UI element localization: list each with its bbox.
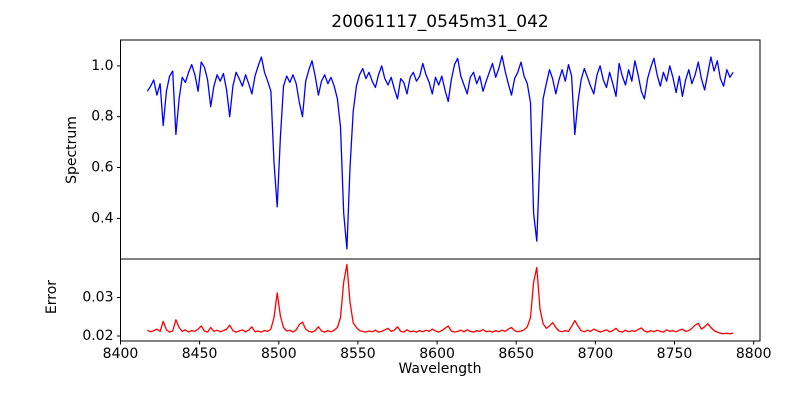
x-tick-label: 8750 (657, 346, 693, 362)
y-tick-label: 0.4 (91, 210, 113, 226)
error-panel-border (120, 258, 761, 342)
x-axis-label: Wavelength (398, 361, 481, 377)
x-tick-label: 8700 (578, 346, 614, 362)
spectrum-y-axis-label: Spectrum (64, 116, 80, 184)
x-tick-label: 8400 (103, 346, 139, 362)
x-tick-label: 8650 (498, 346, 534, 362)
y-tick-label: 1.0 (91, 58, 113, 74)
error-y-axis-label: Error (44, 280, 60, 314)
y-tick-label: 0.03 (82, 290, 113, 306)
axis-ticks: 1.0 0.8 0.6 0.4 0.03 0.02 8400 8450 8500 8550 8600… (82, 58, 771, 362)
x-tick-label: 8450 (182, 346, 218, 362)
plot-title: 20061117_0545m31_042 (331, 12, 548, 32)
x-tick-label: 8500 (261, 346, 297, 362)
y-tick-label: 0.8 (91, 109, 113, 125)
x-tick-label: 8550 (340, 346, 376, 362)
error-line (147, 263, 734, 335)
spectrum-line (146, 55, 734, 250)
x-tick-label: 8600 (419, 346, 455, 362)
y-tick-label: 0.6 (91, 160, 113, 176)
y-tick-label: 0.02 (82, 328, 113, 344)
x-tick-label: 8800 (736, 346, 772, 362)
